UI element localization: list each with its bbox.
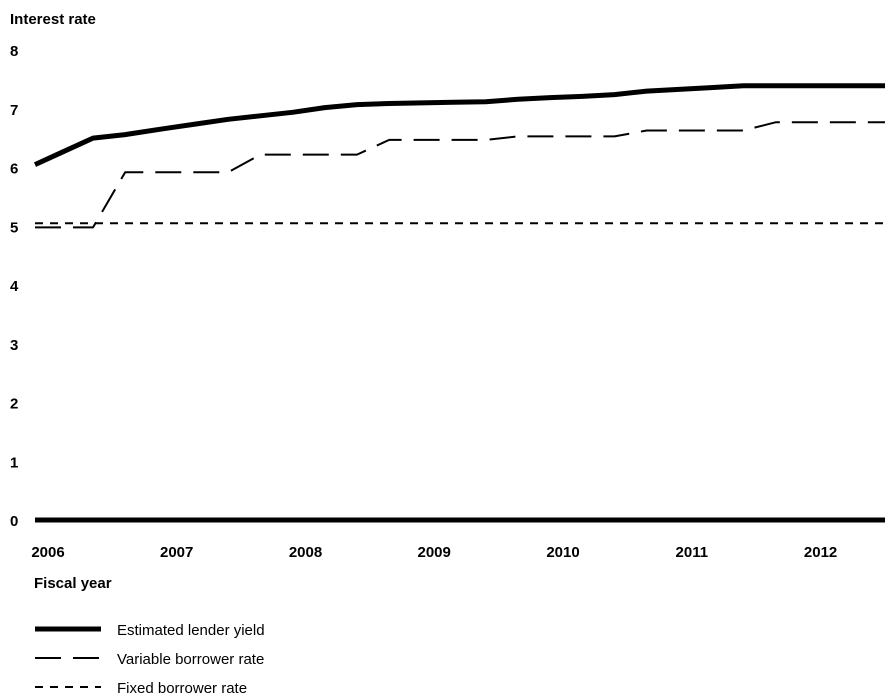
y-tick-labels: 0 1 2 3 4 5 6 7 8: [10, 43, 19, 530]
y-tick-7: 7: [10, 102, 18, 119]
x-tick-2007: 2007: [160, 544, 193, 561]
y-tick-6: 6: [10, 161, 18, 178]
legend: Estimated lender yield Variable borrower …: [35, 622, 265, 697]
series-line-1: [35, 121, 885, 229]
x-tick-2012: 2012: [804, 544, 837, 561]
x-tick-2006: 2006: [31, 544, 64, 561]
x-tick-2008: 2008: [289, 544, 322, 561]
y-tick-0: 0: [10, 513, 18, 530]
legend-label-0: Estimated lender yield: [117, 622, 265, 639]
y-tick-3: 3: [10, 337, 18, 354]
x-tick-2009: 2009: [418, 544, 451, 561]
x-axis-label: Fiscal year: [34, 575, 112, 592]
y-tick-2: 2: [10, 396, 18, 413]
series-lines: [33, 83, 885, 229]
y-tick-8: 8: [10, 43, 18, 60]
legend-label-2: Fixed borrower rate: [117, 680, 247, 697]
x-tick-2011: 2011: [676, 544, 709, 561]
y-tick-5: 5: [10, 219, 18, 236]
x-tick-labels: 2006 2007 2008 2009 2010 2011 2012: [31, 544, 837, 561]
x-tick-2010: 2010: [546, 544, 579, 561]
y-tick-4: 4: [10, 278, 19, 295]
y-axis-label: Interest rate: [10, 11, 96, 28]
series-line-0: [33, 83, 885, 167]
legend-label-1: Variable borrower rate: [117, 651, 264, 668]
y-tick-1: 1: [10, 454, 18, 471]
